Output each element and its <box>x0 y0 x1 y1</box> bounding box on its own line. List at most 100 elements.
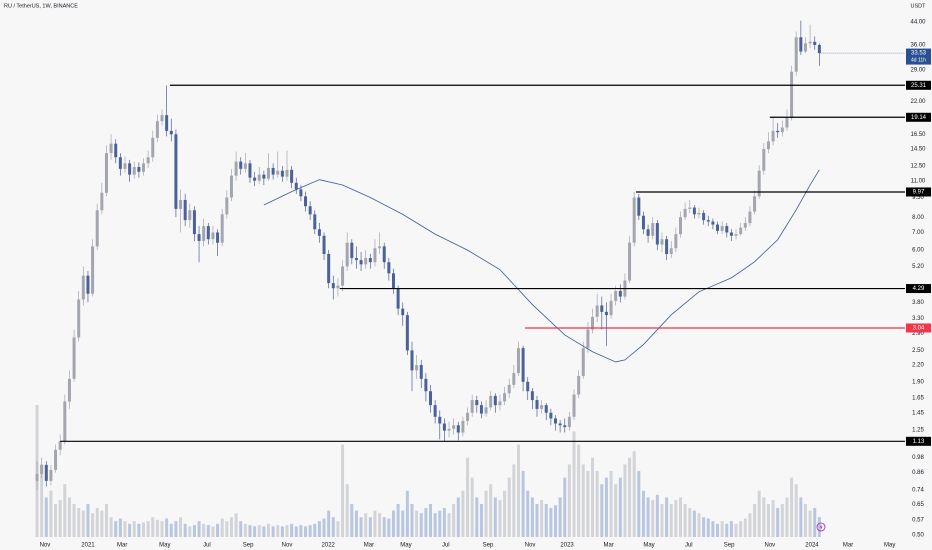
volume-bar <box>581 464 585 537</box>
y-tick-label: 1.45 <box>912 410 924 416</box>
volume-bar <box>757 490 761 537</box>
volume-bar <box>132 521 136 537</box>
candle-body <box>669 248 673 255</box>
volume-bar <box>697 513 701 537</box>
candle-body <box>350 242 354 259</box>
candle-body <box>280 170 284 177</box>
volume-bar <box>67 497 71 537</box>
candle-body <box>776 130 780 133</box>
candle-body <box>618 290 622 297</box>
volume-bar <box>322 518 326 537</box>
volume-bar <box>790 477 794 537</box>
volume-bar <box>521 471 525 537</box>
moving-average <box>263 169 820 363</box>
volume-bar <box>748 513 752 537</box>
candle-body <box>688 207 692 209</box>
candle-body <box>373 248 377 263</box>
volume-bar <box>600 484 604 537</box>
x-tick-label: 2024 <box>805 543 819 549</box>
volume-bar <box>591 457 595 537</box>
volume-bar <box>567 464 571 537</box>
candle-body <box>359 260 363 265</box>
volume-bar <box>419 513 423 537</box>
candle-body <box>716 224 720 231</box>
volume-bar <box>405 490 409 537</box>
candle-body <box>702 212 706 221</box>
candle-body <box>484 407 488 414</box>
last-price-label: 33.53 <box>911 51 927 57</box>
volume-bar <box>702 517 706 537</box>
candle-body <box>600 305 604 312</box>
candle-body <box>794 37 798 72</box>
alert-icon[interactable] <box>816 522 826 532</box>
volume-bar <box>54 504 58 537</box>
volume-bar <box>466 457 470 537</box>
volume-bar <box>688 507 692 537</box>
y-tick-label: 44.00 <box>910 20 926 26</box>
volume-bar <box>81 510 85 537</box>
candle-body <box>354 258 358 261</box>
candle-body <box>211 232 215 240</box>
volume-bar <box>331 517 335 537</box>
candle-body <box>299 189 303 197</box>
volume-bar <box>271 526 275 537</box>
volume-bar <box>378 513 382 537</box>
volume-bar <box>512 464 516 537</box>
candle-body <box>674 234 678 249</box>
candle-body <box>165 115 169 131</box>
x-tick-label: Jul <box>203 543 211 549</box>
candle-body <box>591 316 595 330</box>
candle-body <box>118 157 122 169</box>
volume-bar <box>739 521 743 537</box>
volume-bar <box>206 525 210 537</box>
candle-body <box>271 167 275 175</box>
candle-body <box>521 348 525 382</box>
candle-body <box>790 71 794 119</box>
candle-body <box>558 423 562 426</box>
candle-body <box>799 37 803 52</box>
candle-body <box>549 412 553 419</box>
x-tick-label: Sep <box>724 543 735 549</box>
candle-body <box>720 226 724 231</box>
y-tick-label: 0.74 <box>912 487 924 493</box>
candle-body <box>734 234 738 236</box>
candle-body <box>475 400 479 406</box>
level-label: 3.04 <box>913 326 925 332</box>
level-label-box <box>906 323 931 333</box>
candle-body <box>651 223 655 236</box>
volume-bar <box>234 513 238 537</box>
volume-bar <box>558 497 562 537</box>
volume-bar <box>803 504 807 537</box>
volume-bar <box>817 517 821 537</box>
volume-bar <box>479 504 483 537</box>
volume-bar <box>429 504 433 537</box>
volume-bar <box>692 510 696 537</box>
x-tick-label: 2021 <box>81 543 95 549</box>
volume-bar <box>646 497 650 537</box>
volume-bar <box>308 525 312 537</box>
volume-bar <box>174 521 178 537</box>
volume-bar <box>618 477 622 537</box>
candle-body <box>128 163 132 175</box>
candle-body <box>577 375 581 395</box>
candle-body <box>803 43 807 52</box>
alert-circle <box>816 522 826 532</box>
candle-body <box>192 210 196 235</box>
volume-bar <box>299 525 303 537</box>
candle-body <box>382 246 386 263</box>
candle-body <box>595 305 599 317</box>
candle-body <box>276 170 280 175</box>
candle-body <box>322 235 326 255</box>
volume-bar <box>276 525 280 537</box>
x-tick-label: May <box>643 543 654 549</box>
candle-body <box>391 273 395 289</box>
volume-bar <box>387 518 391 537</box>
volume-bar <box>586 471 590 537</box>
volume-bar <box>285 525 289 537</box>
candle-body <box>169 130 173 135</box>
y-axis-label: USDT <box>911 3 927 9</box>
candle-body <box>753 196 757 212</box>
candle-body <box>452 425 456 429</box>
volume-bar <box>433 513 437 537</box>
volume-bar <box>104 504 108 537</box>
